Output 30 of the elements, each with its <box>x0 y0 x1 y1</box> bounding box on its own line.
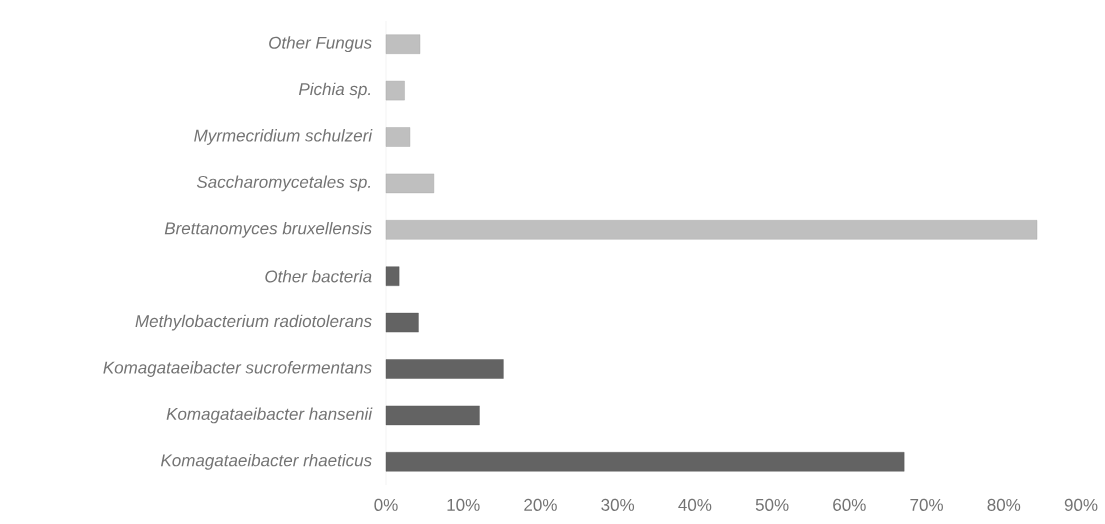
x-tick-label: 0% <box>374 498 398 511</box>
bar <box>385 405 480 426</box>
bar <box>385 266 400 286</box>
y-tick-label: Other bacteria <box>265 269 372 283</box>
y-tick-label: Komagataeibacter hansenii <box>166 407 373 424</box>
y-tick-label: Pichia sp. <box>298 82 371 99</box>
x-tick-label: 50% <box>755 498 789 511</box>
x-tick-label: 60% <box>833 498 866 511</box>
y-tick-label: Methylobacterium radiotolerans <box>135 314 372 331</box>
y-tick-label: Komagataeibacter sucrofermentans <box>103 361 372 377</box>
y-tick-label: Komagataeibacter rhaeticus <box>160 453 372 470</box>
bar <box>385 173 435 194</box>
bar <box>385 80 405 101</box>
bar <box>385 127 411 147</box>
y-tick-label: Brettanomyces bruxellensis <box>164 221 372 238</box>
y-tick-label: Myrmecridium schulzeri <box>194 129 373 145</box>
bar <box>385 34 421 54</box>
bar <box>385 359 504 379</box>
x-tick-label: 10% <box>447 498 480 511</box>
y-tick-label: Other Fungus <box>269 36 372 53</box>
x-tick-label: 40% <box>678 498 712 511</box>
x-tick-label: 80% <box>987 498 1021 511</box>
bar <box>385 312 419 333</box>
y-tick-label: Saccharomycetales sp. <box>196 175 371 192</box>
x-tick-label: 20% <box>524 498 557 511</box>
x-tick-label: 30% <box>601 498 635 511</box>
x-tick-label: 70% <box>910 498 943 511</box>
x-tick-label: 90% <box>1064 498 1098 511</box>
bar <box>385 220 1038 240</box>
bar <box>385 452 905 472</box>
